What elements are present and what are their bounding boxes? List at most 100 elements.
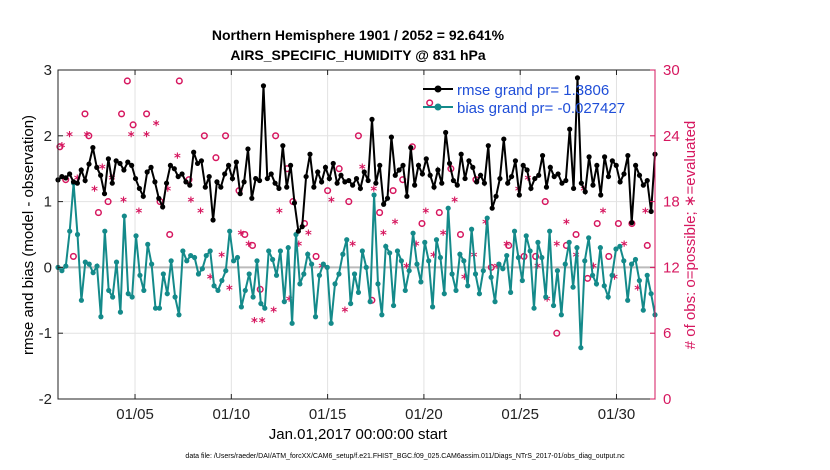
rmse-point (361, 169, 367, 175)
bias-point (277, 248, 284, 254)
bias-point (184, 258, 190, 264)
rmse-point (233, 159, 239, 165)
bias-point (199, 266, 205, 272)
obs-evaluated-point: * (120, 196, 127, 211)
bias-point (98, 314, 104, 320)
bias-point (554, 268, 561, 274)
rmse-point (458, 151, 464, 157)
rmse-point (633, 162, 639, 169)
bias-point (453, 287, 459, 294)
rmse-point (334, 180, 340, 186)
obs-evaluated-layer: ** ****************** ********************… (58, 119, 649, 331)
bias-point (469, 226, 475, 232)
obs-evaluated-point: * (328, 196, 335, 211)
obs-evaluated-point: * (174, 152, 181, 167)
obs-evaluated-point: * (553, 239, 560, 254)
legend-rmse-label: rmse grand pr= 1.3806 (457, 82, 609, 99)
bias-point (632, 256, 639, 263)
rmse-point (388, 134, 394, 140)
rmse-point (249, 195, 255, 201)
bias-point (367, 299, 373, 305)
bias-point (141, 287, 147, 294)
bias-point (418, 279, 424, 285)
bias-point (375, 281, 381, 287)
obs-possible-point (324, 187, 332, 195)
rmse-point (163, 180, 170, 186)
rmse-point (532, 175, 538, 182)
rmse-point (280, 143, 286, 149)
rmse-point (489, 205, 495, 211)
obs-possible-point (129, 121, 137, 129)
bias-point (476, 291, 483, 297)
obs-possible-point (614, 219, 622, 228)
rmse-point (109, 180, 115, 186)
rmse-point (609, 158, 615, 164)
obs-evaluated-point: * (83, 130, 90, 145)
bias-point (472, 271, 479, 277)
bias-point (297, 281, 303, 287)
chart-title: Northern Hemisphere 1901 / 2052 = 92.641… (212, 27, 505, 43)
rmse-point (640, 182, 646, 188)
bias-point (437, 254, 443, 261)
rmse-point (132, 175, 139, 182)
rmse-point (501, 136, 507, 142)
rmse-point (516, 192, 522, 198)
bias-point (273, 272, 280, 278)
bias-point (449, 271, 455, 277)
rmse-point (485, 143, 491, 149)
rmse-point (377, 162, 383, 169)
bias-point (429, 304, 436, 310)
bias-point (110, 294, 116, 300)
rmse-point (617, 179, 623, 185)
bias-point (628, 261, 635, 267)
bias-point (238, 304, 244, 310)
rmse-point (198, 158, 205, 164)
bias-point (593, 281, 600, 287)
bias-point (574, 245, 580, 251)
bias-point (519, 277, 525, 284)
legend: rmse grand pr= 1.3806 bias grand pr= -0.… (423, 82, 625, 117)
rmse-point (431, 184, 437, 190)
obs-evaluated-point: * (634, 283, 641, 298)
rmse-point (144, 169, 150, 175)
obs-evaluated-point: * (187, 196, 194, 211)
rmse-point (415, 162, 422, 169)
bias-point (258, 300, 264, 307)
bias-point (176, 312, 182, 318)
bias-point (441, 291, 447, 297)
rmse-point (412, 182, 418, 188)
bias-point (301, 271, 307, 277)
bias-point (113, 259, 120, 265)
bias-point (636, 277, 642, 284)
rmse-point (547, 164, 553, 170)
rmse-point (586, 154, 592, 160)
rmse-point (590, 182, 596, 188)
bias-point (230, 258, 237, 264)
rmse-point (563, 177, 569, 184)
bias-point (86, 261, 92, 267)
obs-possible-point (56, 143, 64, 151)
obs-possible-point (272, 132, 280, 140)
bias-point (387, 250, 393, 256)
bias-point (496, 261, 502, 267)
bias-point (340, 251, 346, 257)
rmse-point (567, 126, 573, 132)
obs-possible-point (553, 329, 561, 337)
bias-point (316, 272, 323, 278)
bias-point (180, 248, 186, 254)
bias-point (523, 233, 529, 239)
rmse-point (276, 185, 282, 192)
rmse-point (481, 180, 488, 186)
rmse-point (408, 145, 414, 151)
bias-point (492, 299, 498, 305)
obs-evaluated-point: * (305, 229, 312, 244)
obs-evaluated-point: * (66, 130, 73, 145)
bias-point (426, 258, 432, 264)
bias-point (515, 254, 522, 261)
obs-possible-point (166, 230, 174, 239)
bias-point (289, 320, 295, 326)
obs-evaluated-point: * (503, 239, 510, 254)
rmse-point (524, 167, 530, 173)
data-file-footnote: data file: /Users/raeder/DAI/ATM_forcXX/… (185, 453, 625, 460)
obs-evaluated-point: * (135, 207, 142, 222)
